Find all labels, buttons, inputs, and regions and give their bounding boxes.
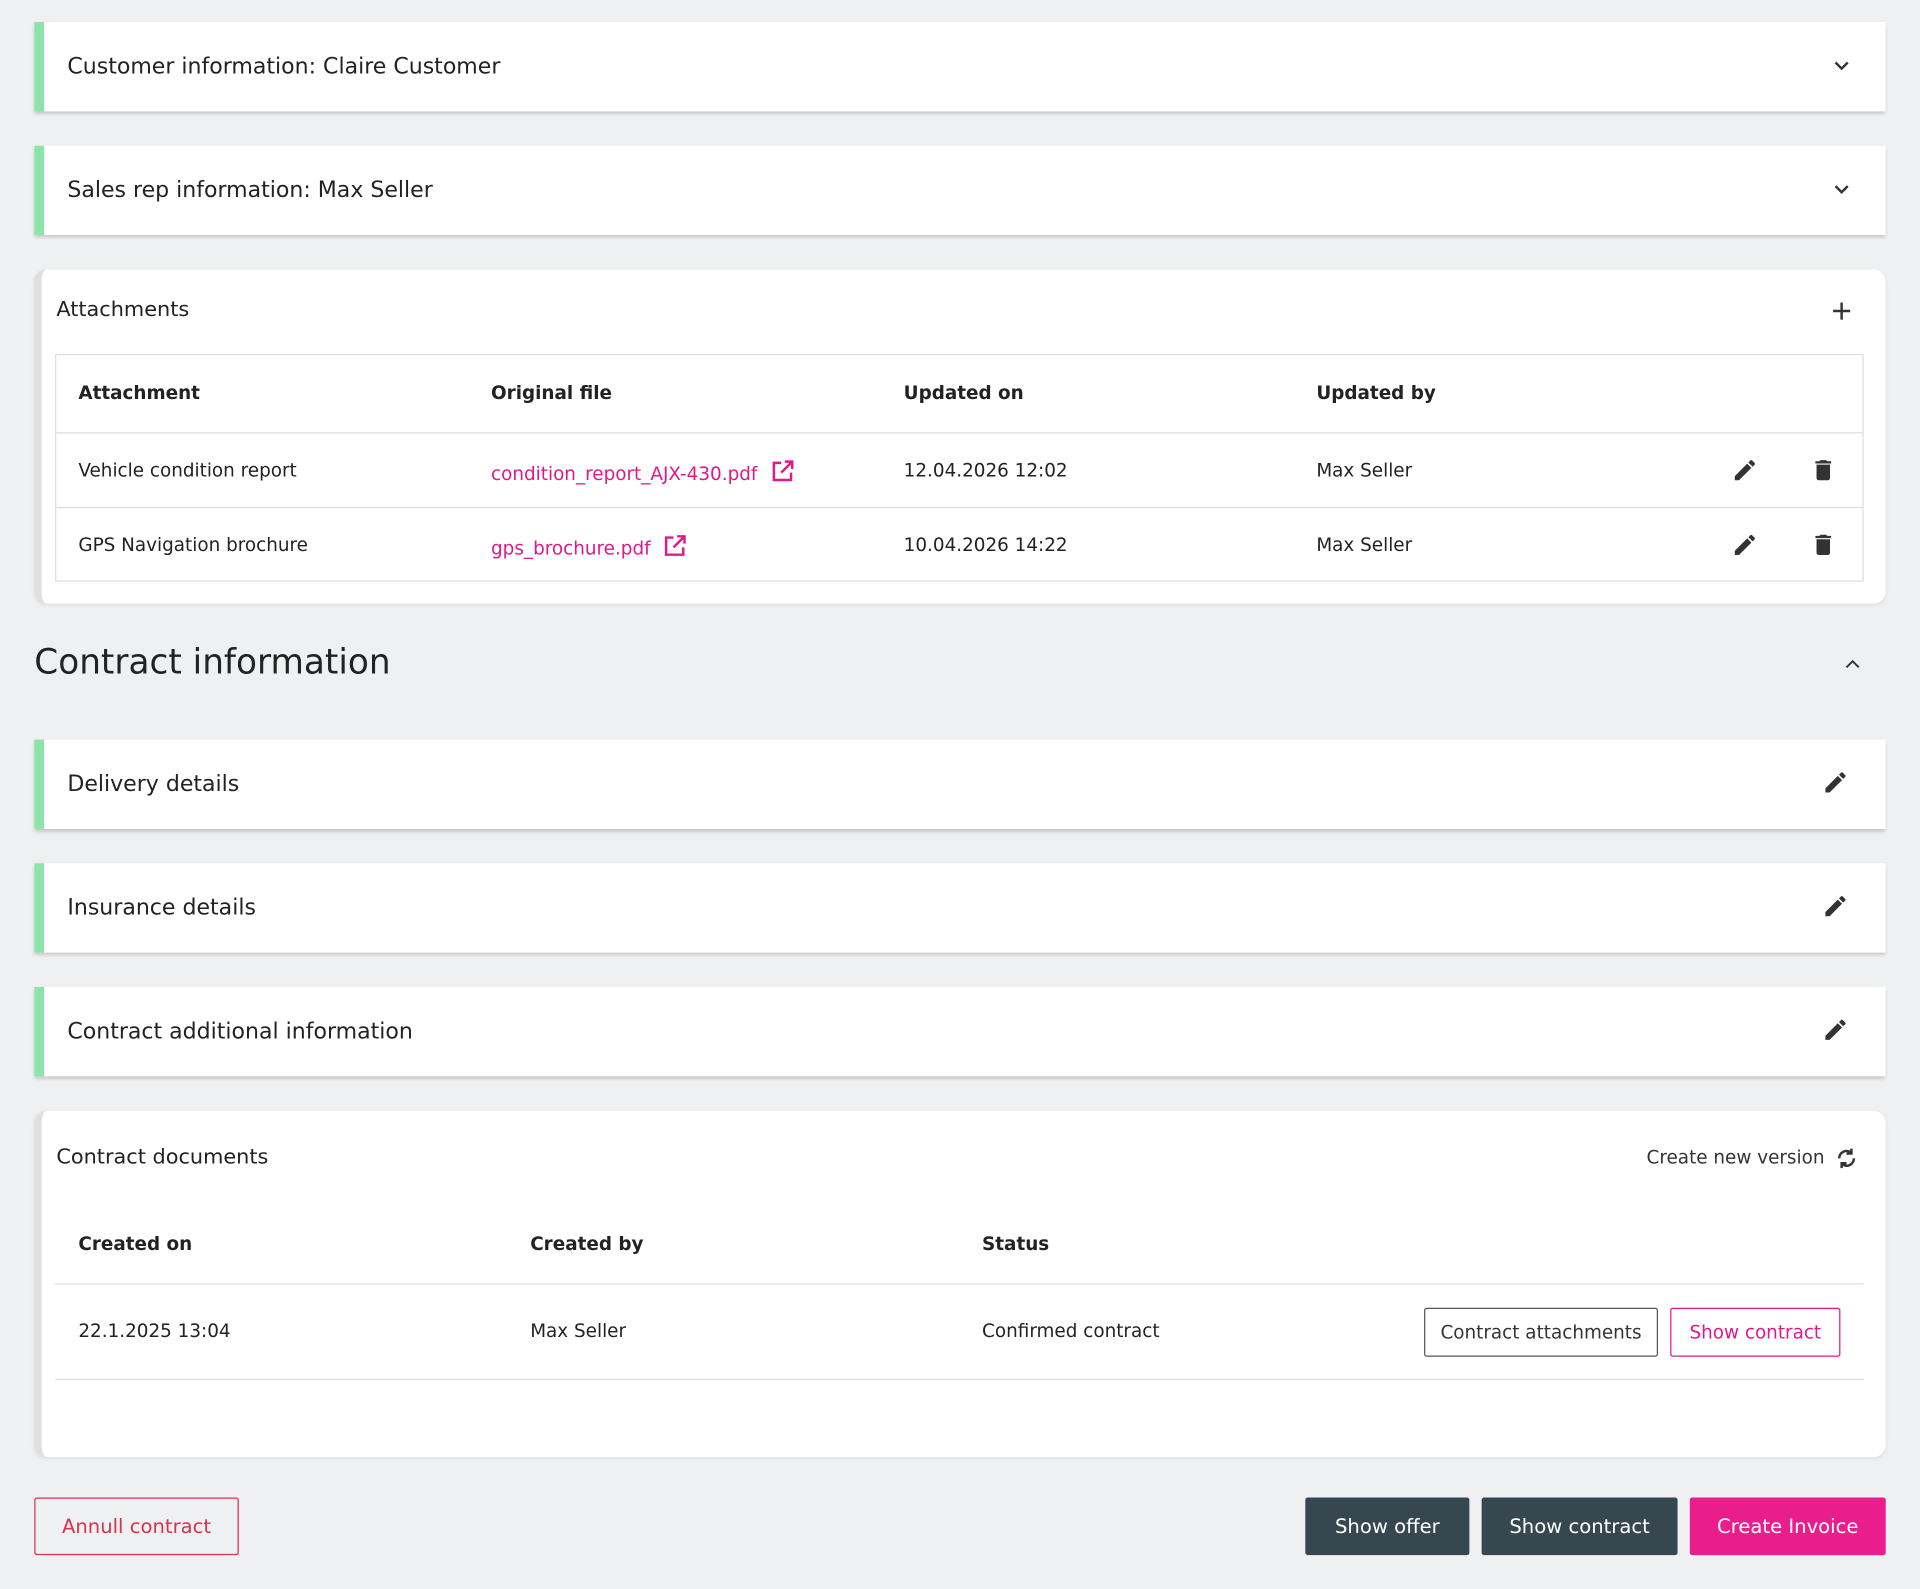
show-offer-button[interactable]: Show offer <box>1305 1497 1470 1556</box>
contract-documents-card: Contract documents Create new version Cr… <box>34 1110 1886 1458</box>
column-header: Created on <box>78 1233 193 1256</box>
section-panel[interactable]: Delivery details <box>34 739 1886 829</box>
section-panel[interactable]: Insurance details <box>34 863 1886 953</box>
cell: 10.04.2026 14:22 <box>903 533 1068 556</box>
section-panel[interactable]: Contract additional information <box>34 986 1886 1077</box>
refresh-icon[interactable] <box>1834 1146 1858 1170</box>
cell: GPS Navigation brochure <box>78 533 308 556</box>
file-link[interactable]: gps_brochure.pdf <box>491 534 687 560</box>
column-header: Updated on <box>903 382 1024 405</box>
add-button[interactable] <box>1832 301 1852 321</box>
create-invoice-button[interactable]: Create Invoice <box>1689 1497 1886 1556</box>
panel-title: Insurance details <box>67 895 256 921</box>
chevron-down <box>1834 185 1849 194</box>
edit-button[interactable] <box>1731 457 1758 489</box>
row-divider <box>55 1283 1864 1285</box>
show-contract-button[interactable]: Show contract <box>1670 1307 1841 1357</box>
show-contract-button[interactable]: Show contract <box>1481 1497 1678 1556</box>
panel-title: Contract additional information <box>67 1018 413 1045</box>
edit-button[interactable] <box>1822 769 1849 801</box>
delete-button[interactable] <box>1810 457 1837 489</box>
cell: 12.04.2026 12:02 <box>903 459 1068 482</box>
salesrep-panel[interactable]: Sales rep information: Max Seller <box>34 145 1886 236</box>
delete-button[interactable] <box>1810 531 1837 563</box>
panel-title: Delivery details <box>67 771 240 798</box>
edit-button[interactable] <box>1822 893 1849 925</box>
row-divider <box>56 506 1863 509</box>
file-link[interactable]: condition_report_AJX-430.pdf <box>491 459 794 485</box>
row-divider <box>55 1378 1864 1381</box>
column-header: Attachment <box>78 382 200 405</box>
chevron-down <box>1834 61 1849 71</box>
panel-title: Sales rep information: Max Seller <box>67 177 433 204</box>
cell: 22.1.2025 13:04 <box>78 1320 231 1343</box>
cell: Vehicle condition report <box>78 459 297 482</box>
attachments-card: Attachments Attachment Original file Updat… <box>34 269 1886 604</box>
section-title: Contract information <box>34 641 391 683</box>
card-title: Contract documents <box>56 1144 269 1170</box>
contract-attachments-button[interactable]: Contract attachments <box>1424 1307 1658 1357</box>
cell: Max Seller <box>1316 459 1413 482</box>
column-header: Original file <box>491 382 612 405</box>
row-divider <box>56 432 1863 434</box>
panel-title: Customer information: Claire Customer <box>67 53 501 80</box>
edit-button[interactable] <box>1822 1016 1849 1048</box>
edit-button[interactable] <box>1731 531 1758 563</box>
column-header: Updated by <box>1316 382 1436 405</box>
cell: Max Seller <box>530 1320 627 1343</box>
cell: Max Seller <box>1316 533 1413 556</box>
card-title: Attachments <box>56 297 190 323</box>
column-header: Created by <box>530 1233 644 1256</box>
cell: Confirmed contract <box>982 1320 1160 1343</box>
annul-button[interactable]: Annull contract <box>34 1497 239 1556</box>
customer-panel[interactable]: Customer information: Claire Customer <box>34 22 1886 112</box>
column-header: Status <box>982 1233 1050 1256</box>
chevron-up[interactable] <box>1843 655 1863 672</box>
attachments-table <box>55 353 1864 582</box>
create-version[interactable]: Create new version <box>1646 1146 1825 1169</box>
